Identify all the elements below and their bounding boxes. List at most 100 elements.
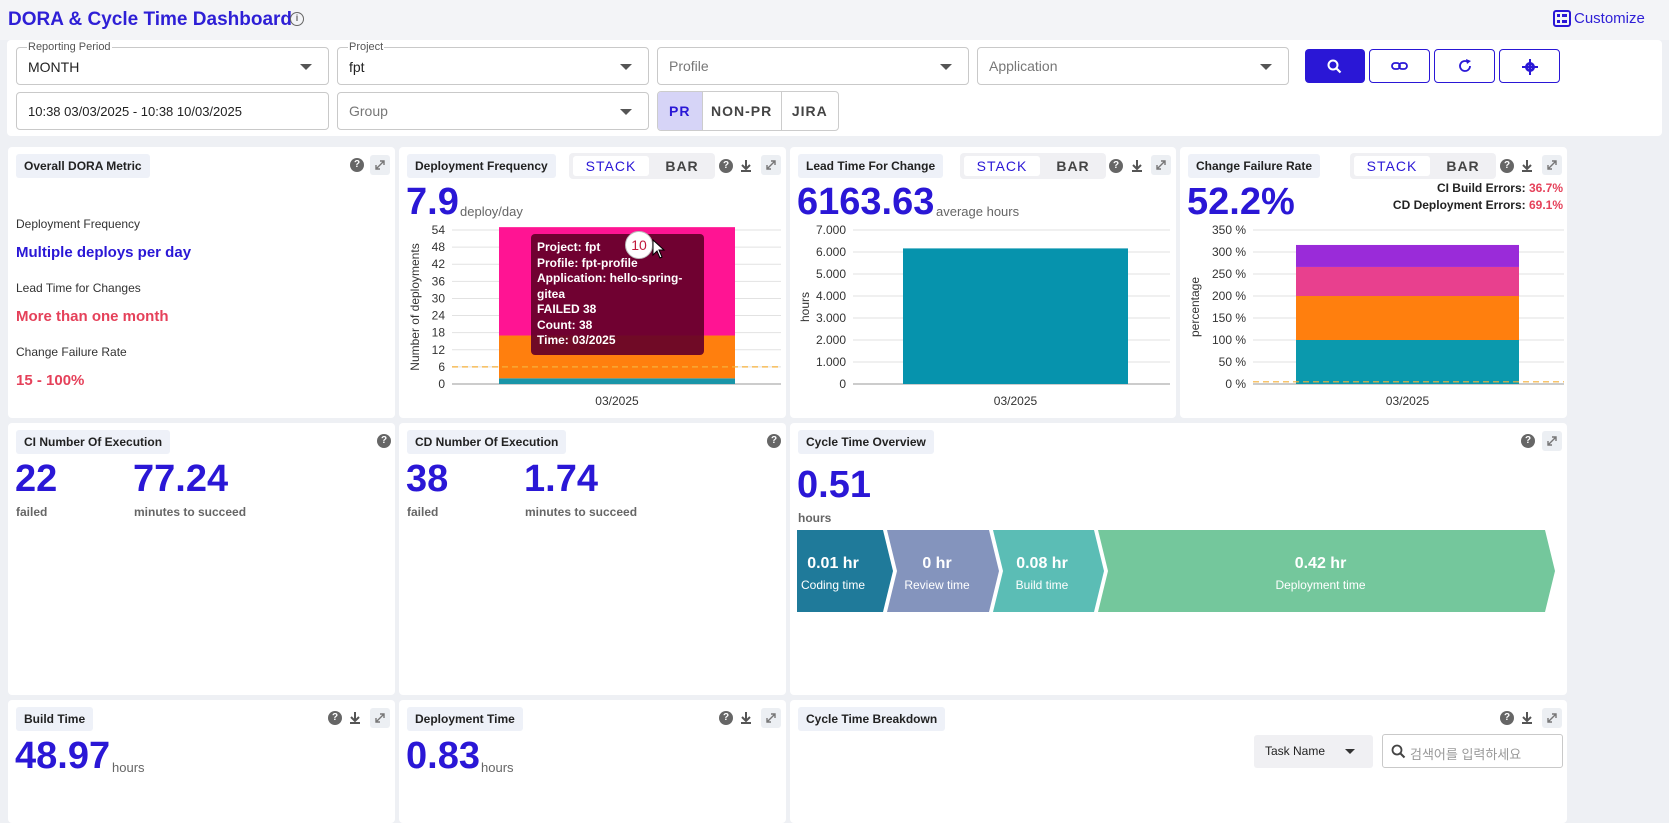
help-icon[interactable]: ?	[1521, 434, 1535, 448]
stack-toggle[interactable]: STACK	[573, 156, 649, 176]
search-icon	[1327, 59, 1342, 74]
search-button[interactable]	[1305, 49, 1365, 83]
y-tick-label: 18	[432, 326, 446, 340]
project-select[interactable]: Project fpt	[337, 41, 649, 85]
expand-icon[interactable]	[370, 155, 390, 175]
refresh-icon	[1459, 59, 1471, 72]
review-time-value: 0 hr	[922, 555, 952, 572]
download-icon[interactable]	[1520, 711, 1534, 725]
cycle-time-stages	[797, 530, 1555, 612]
help-icon[interactable]: ?	[719, 159, 733, 173]
help-icon[interactable]: ?	[350, 158, 364, 172]
stack-toggle[interactable]: STACK	[1354, 156, 1430, 176]
tab-jira[interactable]: JIRA	[791, 103, 828, 119]
bar-toggle[interactable]: BAR	[1056, 158, 1090, 174]
info-icon[interactable]: i	[290, 12, 304, 26]
x-tick-label: 03/2025	[994, 394, 1038, 408]
y-tick-label: 48	[432, 240, 446, 254]
download-icon[interactable]	[1130, 159, 1144, 173]
task-name-select[interactable]: Task Name	[1254, 735, 1373, 768]
y-tick-label: 150 %	[1212, 311, 1246, 325]
cd-minutes-value: 1.74	[524, 458, 598, 500]
search-placeholder: 검색어를 입력하세요	[1410, 747, 1522, 762]
y-tick-label: 300 %	[1212, 245, 1246, 259]
stack-toggle[interactable]: STACK	[964, 156, 1040, 176]
count-badge: 10	[625, 231, 653, 259]
lead-time-card: Lead Time For Change STACK BAR ? 6163.63…	[790, 147, 1176, 418]
y-tick-label: 6	[438, 360, 445, 374]
help-icon[interactable]: ?	[328, 711, 342, 725]
deployment-time-card: Deployment Time ? 0.83 hours	[399, 700, 786, 823]
y-tick-label: 24	[432, 309, 446, 323]
expand-icon[interactable]	[1151, 155, 1171, 175]
search-icon	[1391, 744, 1406, 759]
expand-icon[interactable]	[1542, 708, 1562, 728]
tab-non-pr[interactable]: NON-PR	[703, 92, 782, 130]
expand-icon[interactable]	[370, 708, 390, 728]
ci-minutes-value: 77.24	[133, 458, 229, 500]
card-title: Build Time	[16, 707, 94, 731]
expand-icon[interactable]	[761, 155, 781, 175]
card-title: Overall DORA Metric	[16, 154, 150, 178]
download-icon[interactable]	[1520, 159, 1534, 173]
expand-icon[interactable]	[761, 708, 781, 728]
y-tick-label: 5.000	[816, 267, 846, 281]
tooltip-line: Application: hello-spring-gitea	[537, 271, 683, 301]
cd-execution-card: CD Number Of Execution ? 38 failed 1.74 …	[399, 423, 786, 695]
stage-coding	[797, 530, 893, 612]
project-value: fpt	[349, 59, 365, 75]
help-icon[interactable]: ?	[767, 434, 781, 448]
bar-toggle[interactable]: BAR	[665, 158, 699, 174]
chevron-down-icon	[1345, 749, 1355, 754]
coding-time-stage: 0.01 hr Coding time	[797, 530, 869, 612]
y-tick-label: 2.000	[816, 333, 846, 347]
ci-failed-label: failed	[16, 505, 48, 519]
coding-time-label: Coding time	[800, 578, 866, 592]
y-tick-label: 36	[432, 274, 446, 288]
expand-icon[interactable]	[1542, 431, 1562, 451]
reporting-period-select[interactable]: Reporting Period MONTH	[16, 41, 329, 85]
y-tick-label: 0	[839, 377, 846, 391]
reporting-period-value: MONTH	[28, 59, 80, 75]
download-icon[interactable]	[739, 159, 753, 173]
y-axis-label: hours	[798, 292, 812, 322]
y-tick-label: 0	[438, 377, 445, 391]
page-header	[0, 0, 1669, 40]
group-select[interactable]: Group	[337, 92, 649, 130]
help-icon[interactable]: ?	[1500, 159, 1514, 173]
task-name-value: Task Name	[1265, 744, 1326, 758]
review-time-label: Review time	[904, 578, 970, 592]
card-title: Change Failure Rate	[1188, 154, 1321, 178]
date-range-input[interactable]: 10:38 03/03/2025 - 10:38 10/03/2025	[16, 92, 329, 130]
copy-link-button[interactable]	[1369, 49, 1430, 83]
breakdown-search-input[interactable]: 검색어를 입력하세요	[1382, 734, 1563, 768]
tooltip-line: Project: fpt	[537, 240, 601, 254]
customize-button[interactable]: Customize	[1574, 10, 1645, 27]
chevron-down-icon	[1260, 64, 1272, 70]
card-title: CD Number Of Execution	[407, 430, 567, 454]
page-title: DORA & Cycle Time Dashboard	[8, 9, 293, 30]
deployment-time-value: 0.83	[406, 735, 480, 777]
download-icon[interactable]	[739, 711, 753, 725]
change-failure-rate-value: 15 - 100%	[16, 372, 85, 389]
y-tick-label: 250 %	[1212, 267, 1246, 281]
profile-select[interactable]: Profile	[657, 47, 969, 85]
help-icon[interactable]: ?	[1109, 159, 1123, 173]
settings-button[interactable]	[1499, 49, 1560, 83]
profile-placeholder: Profile	[669, 58, 709, 74]
ci-build-errors-value: 36.7%	[1528, 181, 1563, 195]
application-select[interactable]: Application	[977, 47, 1289, 85]
tooltip-line: Count: 38	[537, 317, 593, 332]
bar-toggle[interactable]: BAR	[1446, 158, 1480, 174]
download-icon[interactable]	[348, 711, 362, 725]
expand-icon[interactable]	[1542, 155, 1562, 175]
help-icon[interactable]: ?	[719, 711, 733, 725]
customize-icon[interactable]	[1553, 10, 1571, 27]
tooltip-line: Profile: fpt-profile	[537, 255, 638, 270]
tab-pr[interactable]: PR	[658, 92, 703, 130]
help-icon[interactable]: ?	[377, 434, 391, 448]
help-icon[interactable]: ?	[1500, 711, 1514, 725]
application-placeholder: Application	[989, 58, 1058, 74]
card-title: Lead Time For Change	[798, 154, 944, 178]
refresh-button[interactable]	[1434, 49, 1495, 83]
